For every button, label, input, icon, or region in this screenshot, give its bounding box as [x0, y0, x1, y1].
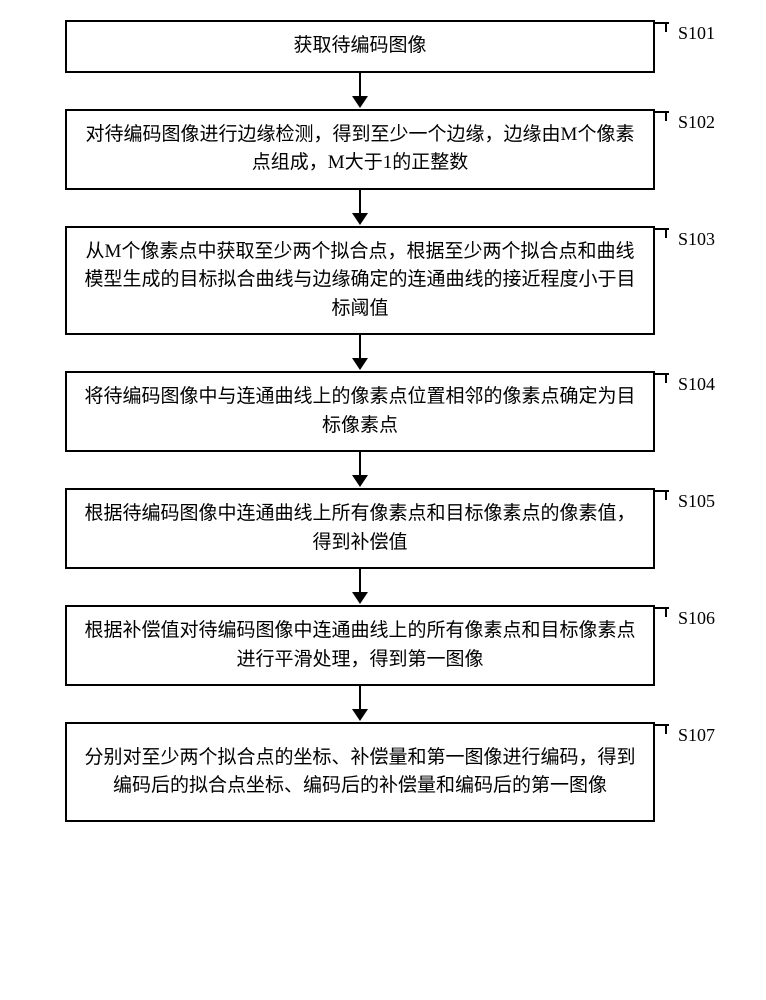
step-label: S105	[678, 488, 715, 515]
arrow	[352, 335, 368, 371]
step-label: S107	[678, 722, 715, 749]
arrow-head-icon	[352, 709, 368, 721]
arrow-head-icon	[352, 475, 368, 487]
arrow-line	[359, 452, 361, 476]
step-wrapper: 根据补偿值对待编码图像中连通曲线上的所有像素点和目标像素点进行平滑处理，得到第一…	[40, 605, 680, 722]
step-wrapper: 获取待编码图像 S101	[40, 20, 680, 109]
step-box-s101: 获取待编码图像 S101	[65, 20, 655, 73]
step-box-s103: 从M个像素点中获取至少两个拟合点，根据至少两个拟合点和曲线模型生成的目标拟合曲线…	[65, 226, 655, 336]
step-text: 根据补偿值对待编码图像中连通曲线上的所有像素点和目标像素点进行平滑处理，得到第一…	[83, 617, 637, 674]
label-subconnector	[665, 490, 669, 500]
step-box-s102: 对待编码图像进行边缘检测，得到至少一个边缘，边缘由M个像素点组成，M大于1的正整…	[65, 109, 655, 190]
step-label: S106	[678, 605, 715, 632]
step-text: 根据待编码图像中连通曲线上所有像素点和目标像素点的像素值，得到补偿值	[83, 500, 637, 557]
arrow-head-icon	[352, 96, 368, 108]
arrow-head-icon	[352, 213, 368, 225]
step-wrapper: 将待编码图像中与连通曲线上的像素点位置相邻的像素点确定为目标像素点 S104	[40, 371, 680, 488]
flowchart-container: 获取待编码图像 S101 对待编码图像进行边缘检测，得到至少一个边缘，边缘由M个…	[40, 20, 680, 822]
step-label: S101	[678, 20, 715, 47]
label-subconnector	[665, 22, 669, 32]
label-subconnector	[665, 724, 669, 734]
label-subconnector	[665, 111, 669, 121]
step-text: 获取待编码图像	[293, 32, 426, 61]
arrow-line	[359, 73, 361, 97]
arrow-head-icon	[352, 592, 368, 604]
step-text: 对待编码图像进行边缘检测，得到至少一个边缘，边缘由M个像素点组成，M大于1的正整…	[83, 121, 637, 178]
arrow	[352, 73, 368, 109]
arrow	[352, 686, 368, 722]
arrow	[352, 452, 368, 488]
arrow-line	[359, 335, 361, 359]
label-subconnector	[665, 373, 669, 383]
step-text: 将待编码图像中与连通曲线上的像素点位置相邻的像素点确定为目标像素点	[83, 383, 637, 440]
step-wrapper: 分别对至少两个拟合点的坐标、补偿量和第一图像进行编码，得到编码后的拟合点坐标、编…	[40, 722, 680, 822]
step-box-s107: 分别对至少两个拟合点的坐标、补偿量和第一图像进行编码，得到编码后的拟合点坐标、编…	[65, 722, 655, 822]
step-wrapper: 根据待编码图像中连通曲线上所有像素点和目标像素点的像素值，得到补偿值 S105	[40, 488, 680, 605]
step-text: 分别对至少两个拟合点的坐标、补偿量和第一图像进行编码，得到编码后的拟合点坐标、编…	[83, 744, 637, 801]
arrow-line	[359, 569, 361, 593]
arrow-line	[359, 190, 361, 214]
label-subconnector	[665, 228, 669, 238]
step-label: S104	[678, 371, 715, 398]
arrow-head-icon	[352, 358, 368, 370]
arrow	[352, 569, 368, 605]
step-label: S102	[678, 109, 715, 136]
step-box-s104: 将待编码图像中与连通曲线上的像素点位置相邻的像素点确定为目标像素点 S104	[65, 371, 655, 452]
arrow-line	[359, 686, 361, 710]
label-subconnector	[665, 607, 669, 617]
step-wrapper: 从M个像素点中获取至少两个拟合点，根据至少两个拟合点和曲线模型生成的目标拟合曲线…	[40, 226, 680, 372]
arrow	[352, 190, 368, 226]
step-box-s105: 根据待编码图像中连通曲线上所有像素点和目标像素点的像素值，得到补偿值 S105	[65, 488, 655, 569]
step-box-s106: 根据补偿值对待编码图像中连通曲线上的所有像素点和目标像素点进行平滑处理，得到第一…	[65, 605, 655, 686]
step-text: 从M个像素点中获取至少两个拟合点，根据至少两个拟合点和曲线模型生成的目标拟合曲线…	[83, 238, 637, 324]
step-label: S103	[678, 226, 715, 253]
step-wrapper: 对待编码图像进行边缘检测，得到至少一个边缘，边缘由M个像素点组成，M大于1的正整…	[40, 109, 680, 226]
